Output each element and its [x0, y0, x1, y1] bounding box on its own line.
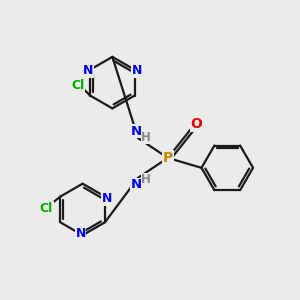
- Text: H: H: [141, 173, 151, 186]
- Text: N: N: [131, 64, 142, 77]
- Text: P: P: [163, 151, 173, 165]
- Text: H: H: [141, 130, 151, 144]
- Text: N: N: [130, 125, 142, 138]
- Text: O: O: [190, 117, 202, 131]
- Text: N: N: [83, 64, 93, 77]
- Text: Cl: Cl: [71, 79, 85, 92]
- Text: N: N: [102, 192, 112, 205]
- Text: Cl: Cl: [40, 202, 53, 215]
- Text: N: N: [130, 178, 142, 191]
- Text: N: N: [76, 227, 86, 240]
